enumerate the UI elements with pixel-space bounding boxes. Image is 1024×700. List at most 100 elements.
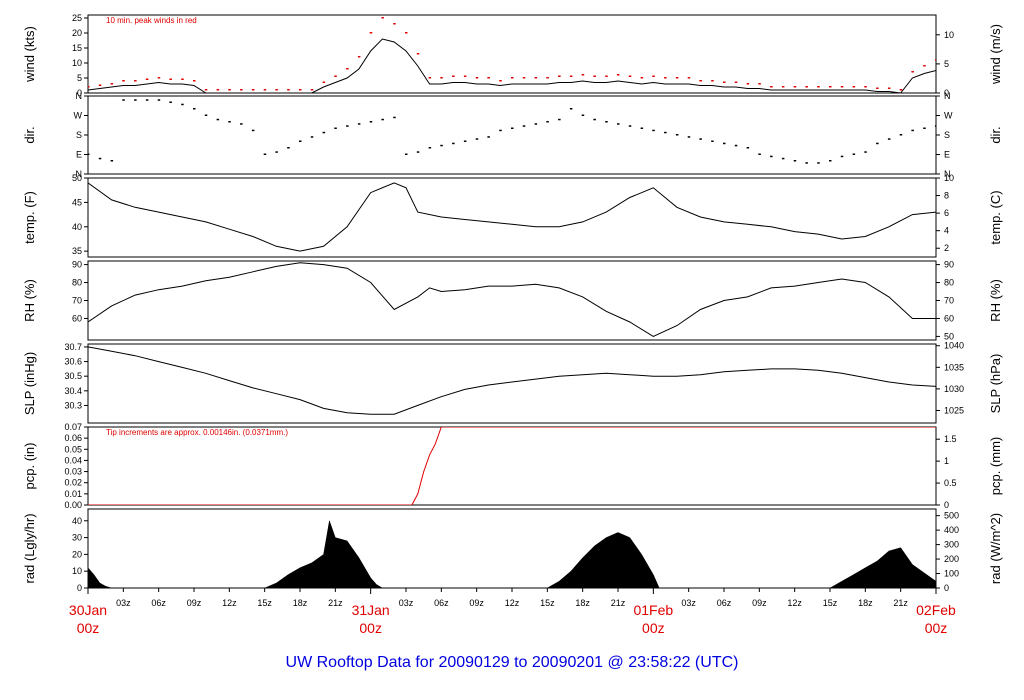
panel-pcp: 0.000.010.020.03 0.040.050.060.07 0 0.5 1 1.5… xyxy=(22,422,1003,510)
series-dir-point xyxy=(405,153,408,155)
series-dir-point xyxy=(88,153,90,155)
x-tick-label: 21z xyxy=(328,598,343,608)
series-wind-point xyxy=(687,77,691,79)
series-dir-point xyxy=(193,108,196,110)
series-dir-point xyxy=(852,153,856,155)
y-axis-label-right: pcp. (mm) xyxy=(988,437,1003,496)
series-wind-point xyxy=(887,87,891,89)
y-tick-label-right: 0 xyxy=(944,583,949,593)
y-tick-label-left: W xyxy=(74,111,83,121)
series-dir-point xyxy=(416,151,420,153)
series-wind-point xyxy=(463,75,467,77)
y-axis-label-left: dir. xyxy=(22,126,37,143)
series-wind-point xyxy=(522,77,526,79)
series-dir-point xyxy=(664,131,667,134)
series-wind-point xyxy=(193,80,196,82)
series-wind-point xyxy=(593,75,596,77)
y-tick-label-left: 30.3 xyxy=(64,400,82,410)
panel-series xyxy=(88,427,936,505)
panel-series xyxy=(88,519,936,588)
y-tick-label-right: 50 xyxy=(944,331,954,341)
series-dir-point xyxy=(475,138,479,140)
series-dir-point xyxy=(876,142,879,145)
series-dir-point xyxy=(793,160,797,162)
y-tick-label-left: 30.6 xyxy=(64,357,82,367)
series-wind-point xyxy=(734,81,738,83)
series-dir-point xyxy=(911,129,914,132)
series-wind-point xyxy=(617,74,620,76)
x-tick-label: 06z xyxy=(151,598,166,608)
series-dir-point xyxy=(310,136,314,138)
series-dir-point xyxy=(110,160,114,162)
series-dir-point xyxy=(487,136,490,138)
y-axis-label-right: wind (m/s) xyxy=(988,24,1003,85)
x-tick-label: 03z xyxy=(681,598,696,608)
y-tick-label-right: 80 xyxy=(944,278,954,288)
y-tick-label-left: 0.04 xyxy=(64,455,82,465)
series-wind-point xyxy=(122,80,125,82)
y-tick-label-right: 1040 xyxy=(944,341,964,351)
panel-frame xyxy=(87,14,937,94)
y-axis-label-left: pcp. (in) xyxy=(22,443,37,490)
y-tick-label-left: 90 xyxy=(72,260,82,270)
series-wind-point xyxy=(134,80,137,82)
series-wind-point xyxy=(746,83,750,85)
series-dir-point xyxy=(840,155,844,158)
series-wind-point xyxy=(381,17,384,19)
x-tick-label: 21z xyxy=(893,598,908,608)
y-tick-label-left: 50 xyxy=(72,173,82,183)
series-wind-point xyxy=(110,83,114,85)
day-label: 01Feb xyxy=(633,602,673,618)
y-tick-label-right: 300 xyxy=(944,540,959,550)
y-tick-label-left: 40 xyxy=(72,222,82,232)
series-wind-point xyxy=(428,77,432,79)
series-wind-point xyxy=(405,32,408,34)
series-wind-point xyxy=(511,77,514,79)
series-dir-point xyxy=(322,131,326,134)
y-tick-label-right: 5 xyxy=(944,59,949,69)
series-wind-point xyxy=(652,75,655,77)
y-tick-label-left: 20 xyxy=(72,549,82,559)
series-dir-point xyxy=(157,99,161,101)
series-wind-point xyxy=(322,81,326,83)
series-wind-point xyxy=(546,77,549,79)
series-wind-point xyxy=(346,68,349,70)
series-dir-point xyxy=(652,129,655,132)
series-dir-point xyxy=(428,147,432,149)
series-wind-point xyxy=(275,89,278,91)
series-dir-point xyxy=(204,114,208,116)
series-dir-point xyxy=(675,134,679,136)
day-hour-label: 00z xyxy=(359,620,382,636)
y-tick-label-right: W xyxy=(944,111,953,121)
y-axis-label-right: SLP (hPa) xyxy=(988,354,1003,414)
series-wind-point xyxy=(558,75,561,77)
day-hour-label: 00z xyxy=(925,620,948,636)
x-tick-label: 18z xyxy=(858,598,873,608)
series-dir-point xyxy=(216,118,220,121)
y-axis-label-right: dir. xyxy=(988,126,1003,143)
series-dir-point xyxy=(628,125,632,127)
y-tick-label-left: 45 xyxy=(72,197,82,207)
series-wind-point xyxy=(310,89,314,91)
series-wind-line xyxy=(88,38,936,93)
series-wind-point xyxy=(475,77,479,79)
panel-frame xyxy=(87,260,937,341)
time-axis: 03z 06z 09z 12z 15z 18z 21z 03z 06z 09z 12z 15z 18z 2… xyxy=(69,588,956,636)
y-tick-label-left: 40 xyxy=(72,516,82,526)
series-rh-line xyxy=(88,262,936,337)
panel-note: Tip increments are approx. 0.00146in. (0… xyxy=(106,428,288,437)
series-wind-point xyxy=(640,77,644,79)
y-tick-label-right: 60 xyxy=(944,313,954,323)
x-tick-label: 12z xyxy=(222,598,237,608)
day-label: 30Jan xyxy=(69,602,107,618)
y-tick-label-right: N xyxy=(944,91,951,101)
series-dir-point xyxy=(770,155,773,158)
y-tick-label-left: 0.03 xyxy=(64,467,82,477)
series-wind-point xyxy=(852,86,856,88)
series-dir-point xyxy=(346,125,349,127)
series-temp-line xyxy=(88,182,936,252)
series-dir-point xyxy=(440,144,443,147)
panel-series xyxy=(88,346,936,415)
series-dir-point xyxy=(817,162,820,164)
